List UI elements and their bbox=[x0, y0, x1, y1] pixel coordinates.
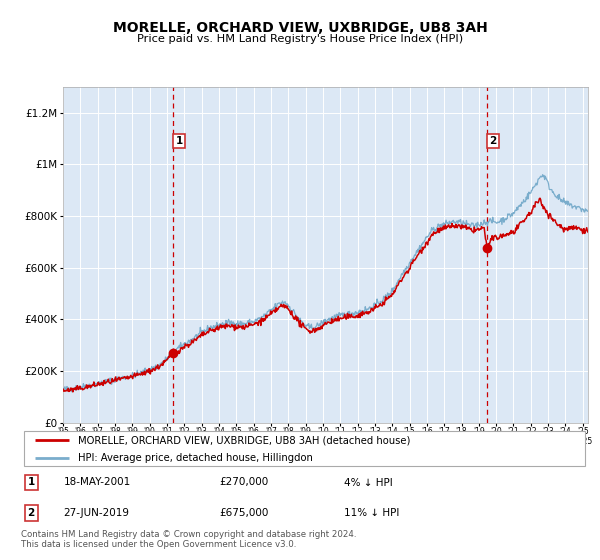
Text: Price paid vs. HM Land Registry's House Price Index (HPI): Price paid vs. HM Land Registry's House … bbox=[137, 34, 463, 44]
Text: 2: 2 bbox=[490, 136, 497, 146]
Text: £270,000: £270,000 bbox=[220, 478, 269, 487]
Text: MORELLE, ORCHARD VIEW, UXBRIDGE, UB8 3AH (detached house): MORELLE, ORCHARD VIEW, UXBRIDGE, UB8 3AH… bbox=[78, 435, 410, 445]
Text: HPI: Average price, detached house, Hillingdon: HPI: Average price, detached house, Hill… bbox=[78, 452, 313, 463]
Text: MORELLE, ORCHARD VIEW, UXBRIDGE, UB8 3AH: MORELLE, ORCHARD VIEW, UXBRIDGE, UB8 3AH bbox=[113, 21, 487, 35]
Text: 18-MAY-2001: 18-MAY-2001 bbox=[64, 478, 131, 487]
FancyBboxPatch shape bbox=[24, 431, 585, 466]
Text: 27-JUN-2019: 27-JUN-2019 bbox=[64, 508, 130, 518]
Text: 2: 2 bbox=[28, 508, 35, 518]
Text: Contains HM Land Registry data © Crown copyright and database right 2024.: Contains HM Land Registry data © Crown c… bbox=[21, 530, 356, 539]
Text: 1: 1 bbox=[175, 136, 183, 146]
Text: 1: 1 bbox=[28, 478, 35, 487]
Text: This data is licensed under the Open Government Licence v3.0.: This data is licensed under the Open Gov… bbox=[21, 540, 296, 549]
Text: £675,000: £675,000 bbox=[220, 508, 269, 518]
Text: 4% ↓ HPI: 4% ↓ HPI bbox=[344, 478, 393, 487]
Text: 11% ↓ HPI: 11% ↓ HPI bbox=[344, 508, 400, 518]
